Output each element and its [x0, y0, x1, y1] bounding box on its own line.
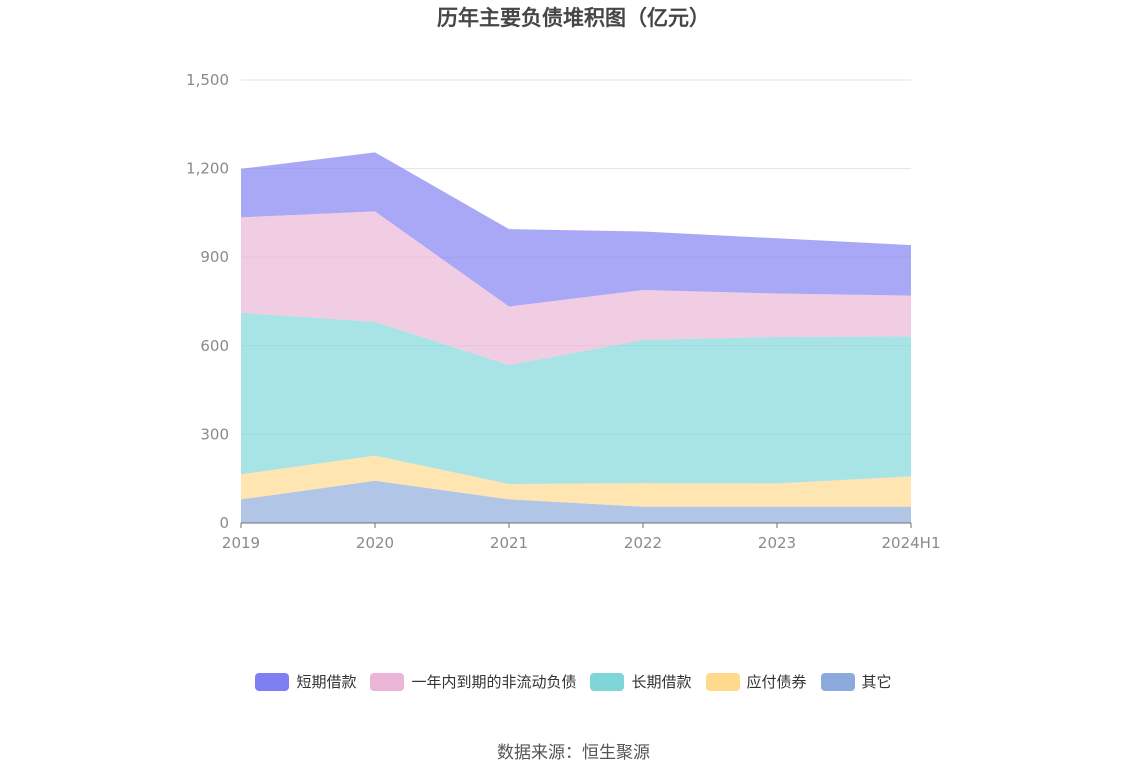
x-tick-label: 2023	[758, 534, 796, 552]
y-tick-label: 1,500	[186, 71, 229, 89]
legend-swatch	[705, 672, 740, 691]
legend-label: 其它	[861, 673, 892, 691]
y-tick-label: 600	[200, 337, 229, 355]
chart-plot: 0 300 600 900 1,200 1,500 2019 2020 2021 2022 2023…	[186, 71, 940, 552]
y-tick-label: 1,200	[186, 160, 229, 178]
y-tick-label: 0	[219, 514, 229, 532]
source-note: 数据来源：恒生聚源	[497, 743, 650, 763]
legend-swatch	[590, 672, 625, 691]
legend-item[interactable]: 应付债券	[705, 671, 807, 692]
y-tick-label: 300	[200, 425, 229, 443]
area-应付债券[interactable]	[241, 455, 911, 507]
legend-swatch	[255, 672, 290, 691]
legend-label: 一年内到期的非流动负债	[411, 673, 577, 691]
legend: 短期借款 一年内到期的非流动负债 长期借款 应付债券 其它	[0, 671, 1147, 692]
legend-item[interactable]: 一年内到期的非流动负债	[370, 671, 576, 692]
legend-label: 长期借款	[631, 673, 692, 691]
legend-swatch	[820, 672, 855, 691]
legend-label: 短期借款	[296, 673, 357, 691]
area-其它[interactable]	[241, 480, 911, 523]
area-一年内到期的非流动负债[interactable]	[241, 211, 911, 365]
area-series	[241, 152, 911, 523]
chart-title: 历年主要负债堆积图（亿元）	[437, 6, 710, 30]
x-tick-label: 2021	[490, 534, 528, 552]
x-tick-label: 2019	[222, 534, 260, 552]
legend-item[interactable]: 长期借款	[590, 671, 692, 692]
area-长期借款[interactable]	[241, 312, 911, 485]
x-tick-label: 2022	[624, 534, 662, 552]
legend-swatch	[370, 672, 405, 691]
y-tick-label: 900	[200, 248, 229, 266]
x-tick-label: 2024H1	[882, 534, 941, 552]
area-短期借款[interactable]	[241, 152, 911, 307]
legend-item[interactable]: 其它	[820, 671, 892, 692]
axes: 0 300 600 900 1,200 1,500 2019 2020 2021 2022 2023…	[186, 71, 940, 552]
legend-label: 应付债券	[746, 673, 807, 691]
legend-item[interactable]: 短期借款	[255, 671, 356, 692]
x-tick-label: 2020	[356, 534, 394, 552]
